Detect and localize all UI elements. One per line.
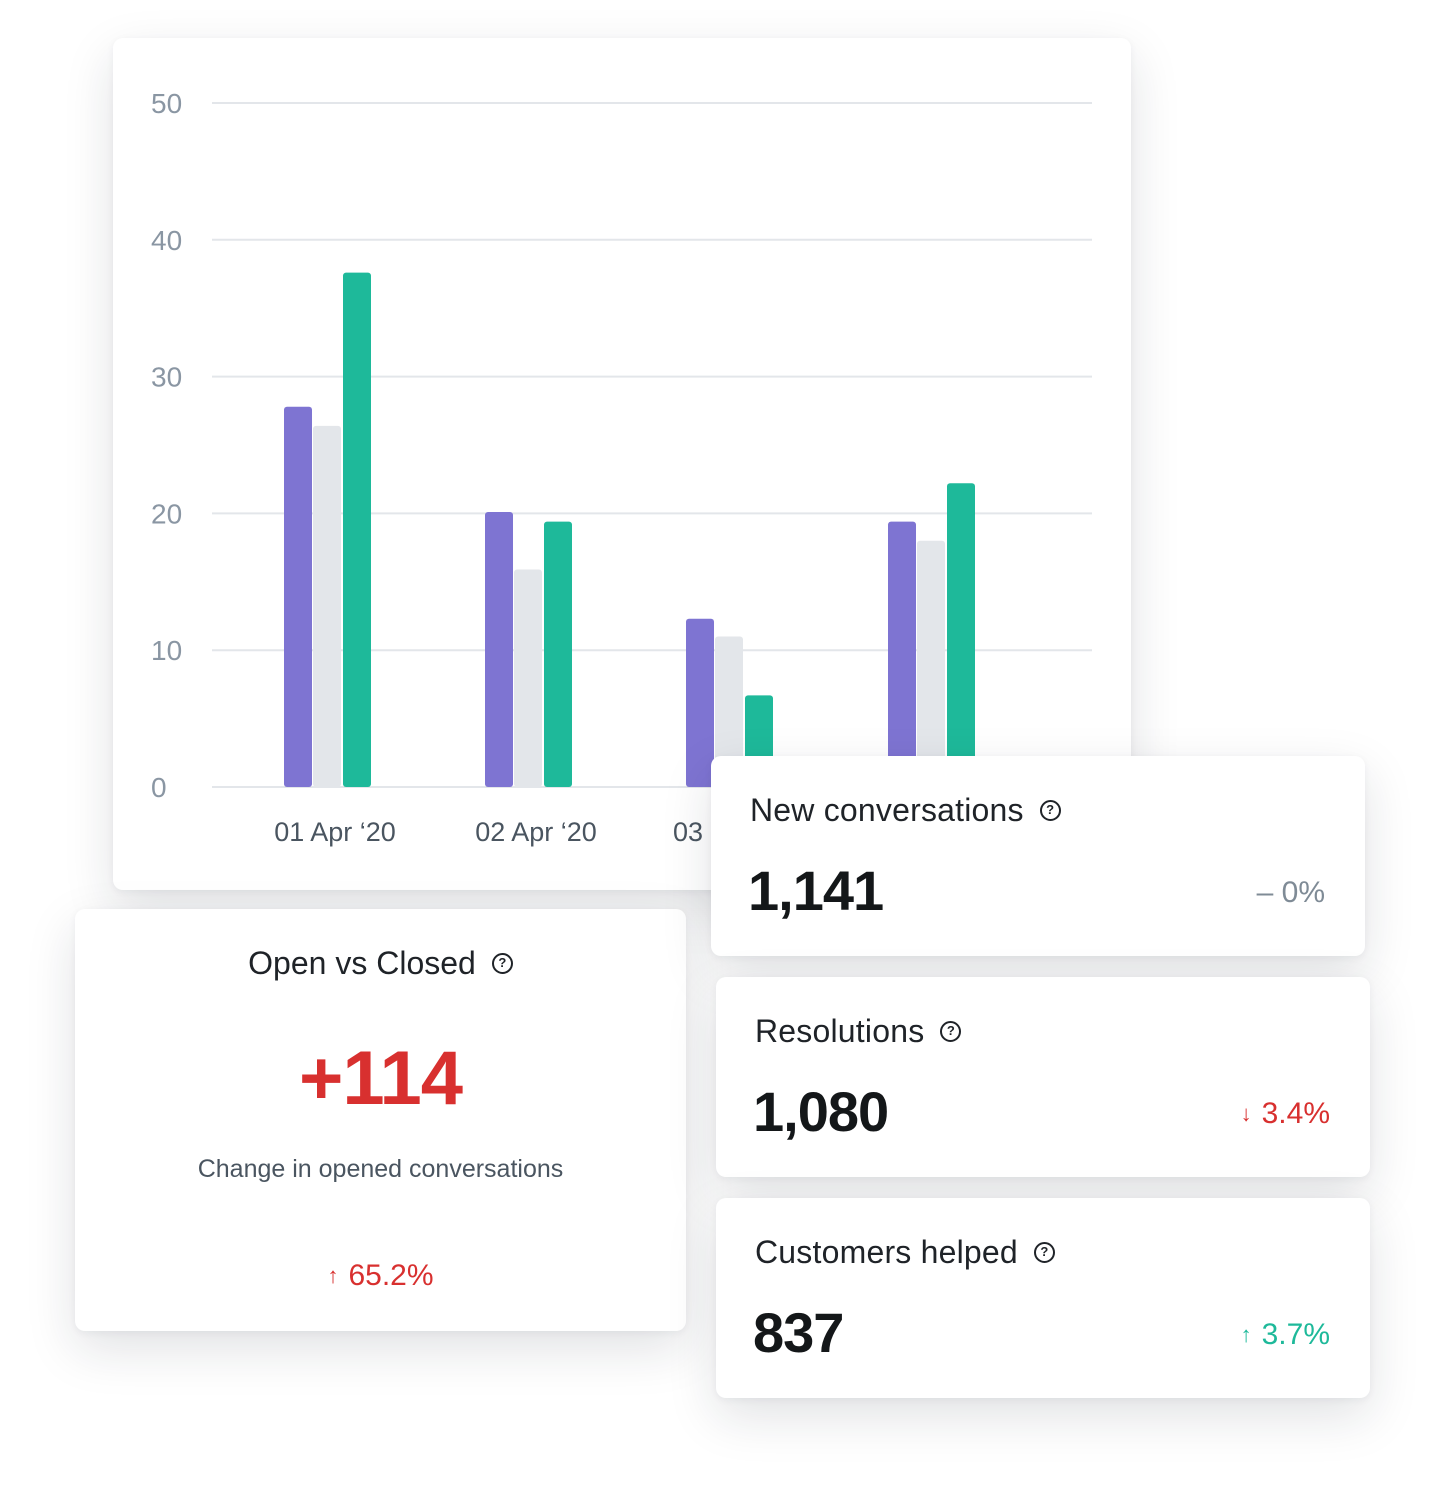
bar [514, 569, 542, 787]
help-icon[interactable] [940, 1021, 962, 1042]
bar [343, 272, 371, 787]
bar-chart-card: 0 10 20 30 40 50 01 Apr ‘20 02 Apr ‘20 03 [113, 38, 1131, 890]
metric-change: ↓ 3.4% [1241, 1097, 1330, 1131]
bar [544, 521, 572, 787]
bar [485, 512, 513, 787]
open-vs-closed-header: Open vs Closed [75, 945, 686, 982]
arrow-down-icon: ↓ [1240, 1101, 1252, 1126]
open-vs-closed-title: Open vs Closed [248, 945, 476, 981]
metric-change-value: – 0% [1256, 876, 1325, 909]
y-tick-label: 0 [151, 772, 167, 803]
bar [917, 540, 945, 787]
arrow-up-icon: ↑ [1240, 1322, 1252, 1347]
open-vs-closed-subtitle: Change in opened conversations [197, 1155, 564, 1183]
help-icon[interactable] [491, 953, 513, 974]
open-vs-closed-card: Open vs Closed +114 Change in opened con… [75, 909, 686, 1331]
y-tick-label: 40 [151, 225, 182, 256]
metric-value: 1,141 [748, 859, 884, 922]
x-tick-label: 03 [673, 817, 703, 847]
metric-value: 837 [753, 1301, 844, 1364]
metric-card-resolutions: Resolutions 1,080 ↓ 3.4% [716, 977, 1370, 1177]
metric-header: Resolutions [755, 1013, 962, 1050]
y-tick-label: 50 [151, 88, 182, 119]
metric-title: Customers helped [755, 1234, 1018, 1270]
x-tick-label: 02 Apr ‘20 [475, 817, 597, 847]
y-tick-label: 10 [151, 635, 182, 666]
metric-change-value: 3.4% [1261, 1097, 1330, 1130]
arrow-up-icon: ↑ [327, 1263, 339, 1288]
y-tick-label: 20 [151, 498, 182, 529]
metric-header: New conversations [750, 792, 1061, 829]
open-vs-closed-change-value: 65.2% [348, 1259, 434, 1292]
y-tick-label: 30 [151, 362, 182, 393]
metric-card-customers-helped: Customers helped 837 ↑ 3.7% [716, 1198, 1370, 1398]
bar [715, 636, 743, 787]
open-vs-closed-value: +114 [299, 1036, 463, 1121]
bar [313, 425, 341, 787]
bar [284, 406, 312, 787]
metric-value: 1,080 [753, 1080, 889, 1143]
help-icon[interactable] [1033, 1242, 1055, 1263]
metric-title: Resolutions [755, 1013, 925, 1049]
metric-header: Customers helped [755, 1234, 1055, 1271]
metric-card-new-conversations: New conversations 1,141 – 0% [711, 756, 1365, 956]
metric-change: ↑ 3.7% [1241, 1318, 1330, 1352]
bar [686, 618, 714, 787]
open-vs-closed-change: ↑ 65.2% [75, 1259, 686, 1293]
metric-change: – 0% [1257, 876, 1325, 910]
x-tick-label: 01 Apr ‘20 [274, 817, 396, 847]
metric-change-value: 3.7% [1261, 1318, 1330, 1351]
bar [888, 521, 916, 787]
help-icon[interactable] [1039, 800, 1061, 821]
metric-title: New conversations [750, 792, 1024, 828]
bar [947, 483, 975, 787]
